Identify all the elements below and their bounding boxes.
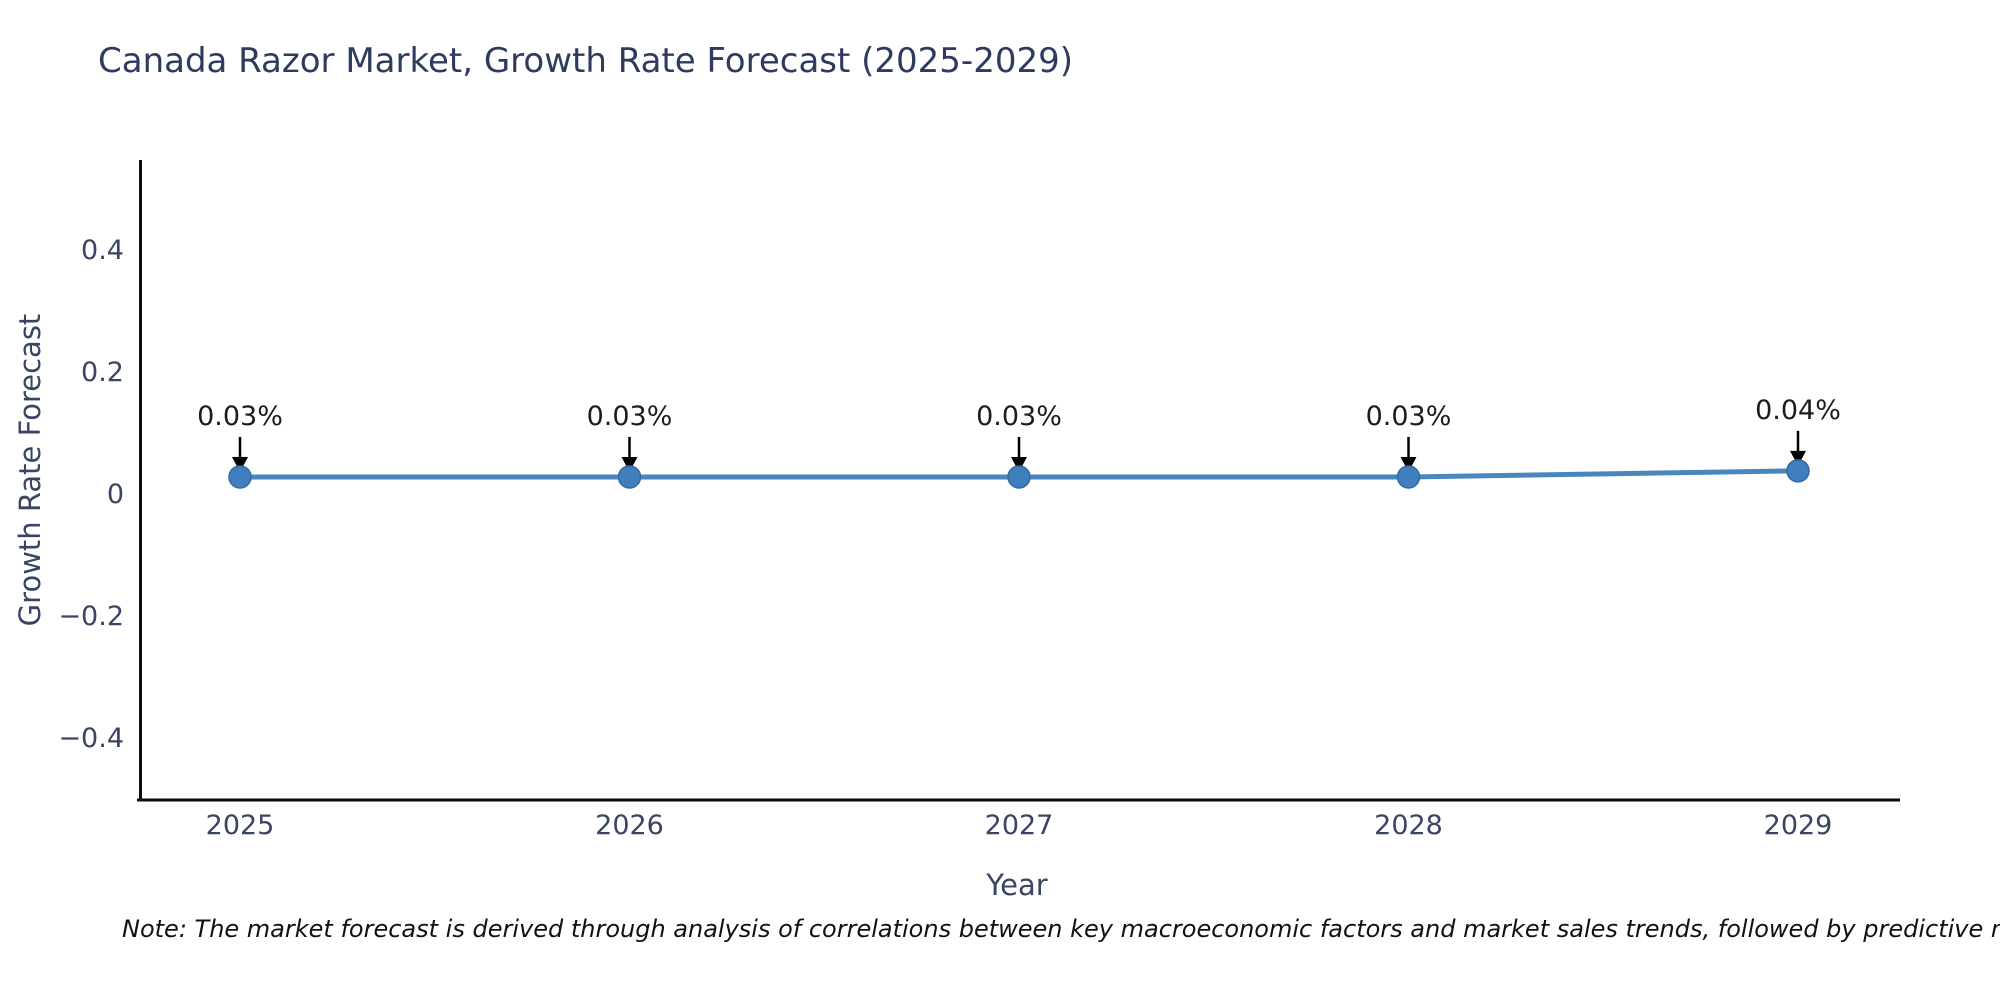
- y-tick-label: 0.4: [81, 235, 124, 267]
- data-point-label: 0.03%: [586, 400, 673, 432]
- chart-title: Canada Razor Market, Growth Rate Forecas…: [98, 41, 1073, 81]
- annotation-arrow-head: [621, 456, 638, 472]
- x-tick-label: 2025: [205, 810, 275, 841]
- annotation-arrow-head: [1011, 456, 1027, 472]
- y-tick-label: 0.2: [81, 357, 124, 389]
- data-point-marker: [1786, 459, 1810, 483]
- data-point-marker: [228, 465, 252, 489]
- x-tick-label: 2027: [984, 810, 1054, 841]
- data-point-label: 0.03%: [976, 400, 1062, 432]
- data-point-marker: [617, 465, 642, 489]
- x-axis-label: Year: [986, 868, 1048, 902]
- y-axis-label: Growth Rate Forecast: [13, 313, 47, 627]
- data-point-marker: [1396, 465, 1421, 489]
- footnote: Note: The market forecast is derived thr…: [122, 915, 2000, 943]
- y-tick-label: −0.2: [58, 601, 124, 633]
- annotation-arrow-head: [232, 456, 248, 472]
- data-point-label: 0.03%: [1365, 400, 1452, 432]
- x-tick-label: 2028: [1374, 810, 1443, 841]
- data-point-label: 0.03%: [197, 400, 283, 432]
- data-point-label: 0.04%: [1755, 394, 1841, 426]
- annotation-arrow-head: [1790, 450, 1806, 466]
- y-tick-label: 0: [106, 479, 124, 511]
- annotation-arrow-head: [1400, 456, 1417, 472]
- data-point-marker: [1007, 465, 1031, 489]
- y-tick-label: −0.4: [58, 723, 124, 755]
- x-tick-label: 2026: [595, 810, 664, 841]
- x-tick-label: 2029: [1763, 810, 1833, 841]
